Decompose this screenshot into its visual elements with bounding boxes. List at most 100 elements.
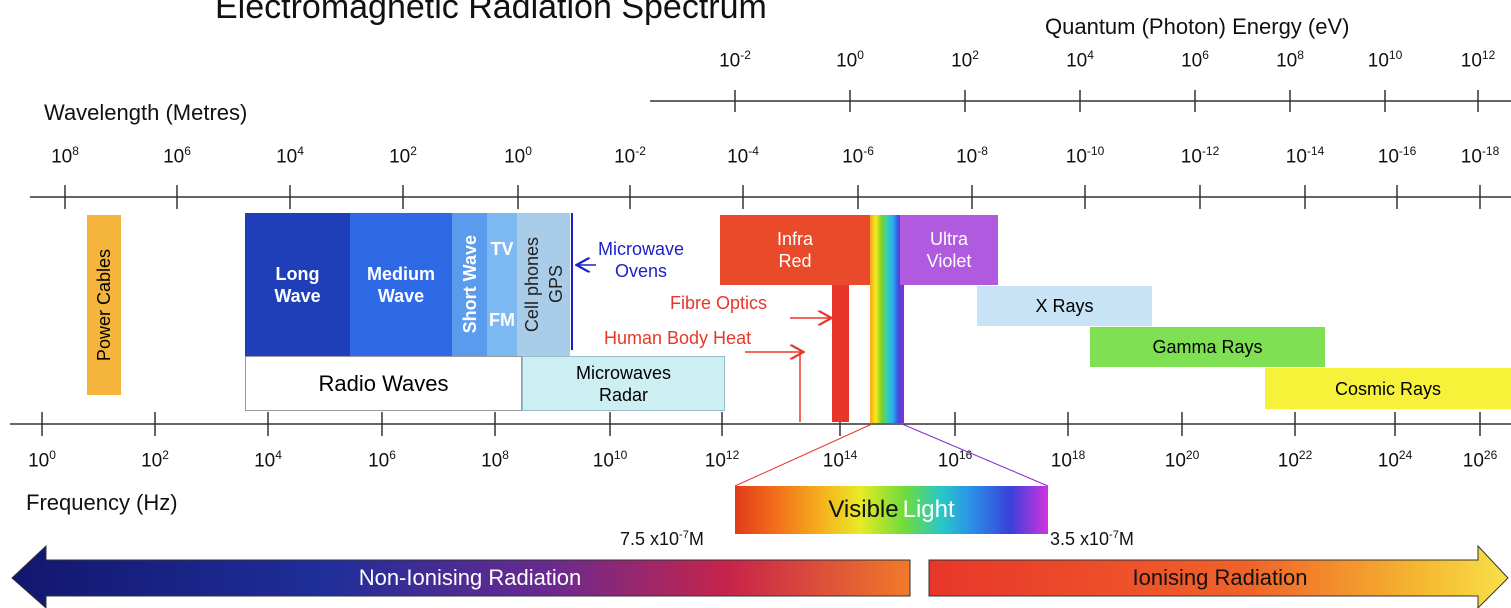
red-limit-exponent: -7	[679, 529, 689, 541]
frequency-tick-base: 10	[28, 450, 50, 472]
infra-red-band: Infra Red	[720, 215, 870, 285]
frequency-tick-exponent: 22	[1298, 448, 1313, 462]
frequency-tick-exponent: 20	[1185, 448, 1200, 462]
frequency-tick-base: 10	[1277, 450, 1299, 472]
cosmic-rays-label: Cosmic Rays	[1334, 378, 1441, 399]
energy-tick-exponent: 2	[972, 48, 979, 62]
diagram-title: Electromagnetic Radiation Spectrum	[215, 0, 767, 26]
frequency-tick-exponent: 14	[843, 448, 858, 462]
fibre-optics-label: Fibre Optics	[670, 293, 768, 313]
wavelength-tick-exponent: -14	[1306, 144, 1325, 158]
energy-tick-exponent: 4	[1087, 48, 1094, 62]
energy-tick-label: 108	[1276, 48, 1304, 72]
power-cables-band: Power Cables	[87, 215, 121, 395]
frequency-tick-label: 1014	[823, 448, 858, 472]
visible-light-spectrum: Visible Light	[735, 486, 1048, 534]
energy-tick-base: 10	[951, 50, 973, 72]
energy-tick-exponent: 10	[1388, 48, 1403, 62]
frequency-tick-label: 1024	[1378, 448, 1413, 472]
violet-limit-unit: M	[1118, 529, 1134, 549]
red-limit-unit: M	[688, 529, 704, 549]
energy-tick-base: 10	[1066, 50, 1088, 72]
energy-tick-base: 10	[719, 50, 741, 72]
wavelength-tick-exponent: -16	[1398, 144, 1417, 158]
ultra-violet-label: Ultra Violet	[926, 229, 972, 271]
frequency-tick-base: 10	[1377, 450, 1399, 472]
tv-fm-band: TV FM	[487, 213, 517, 356]
frequency-tick-label: 1018	[1051, 448, 1086, 472]
non-ionising-label: Non-Ionising Radiation	[358, 565, 582, 590]
wavelength-tick-label: 10-8	[956, 144, 988, 168]
wavelength-tick-base: 10	[504, 146, 526, 168]
wavelength-tick-base: 10	[276, 146, 298, 168]
wavelength-tick-label: 104	[276, 144, 304, 168]
wavelength-tick-base: 10	[956, 146, 978, 168]
frequency-tick-base: 10	[937, 450, 959, 472]
visible-light-strip	[870, 215, 904, 423]
energy-tick-exponent: 12	[1481, 48, 1496, 62]
wavelength-tick-marks	[64, 185, 1481, 209]
energy-tick-label: 106	[1181, 48, 1209, 72]
visible-light-label-b: Light	[902, 496, 955, 523]
frequency-tick-label: 1026	[1463, 448, 1498, 472]
ionising-label: Ionising Radiation	[1132, 565, 1308, 590]
ultra-violet-band: Ultra Violet	[900, 215, 998, 285]
wavelength-tick-label: 10-16	[1378, 144, 1416, 168]
frequency-tick-exponent: 2	[162, 448, 169, 462]
energy-tick-exponent: 6	[1202, 48, 1209, 62]
wavelength-tick-label: 10-18	[1461, 144, 1499, 168]
wavelength-tick-exponent: 4	[297, 144, 304, 158]
frequency-tick-base: 10	[481, 450, 503, 472]
frequency-tick-exponent: 12	[725, 448, 740, 462]
frequency-tick-base: 10	[254, 450, 276, 472]
gamma-rays-band: Gamma Rays	[1090, 327, 1325, 367]
frequency-tick-label: 104	[254, 448, 282, 472]
frequency-tick-exponent: 16	[958, 448, 973, 462]
wavelength-tick-base: 10	[163, 146, 185, 168]
wavelength-tick-label: 106	[163, 144, 191, 168]
radio-waves-label: Radio Waves	[318, 370, 449, 396]
energy-tick-marks	[734, 90, 1479, 112]
frequency-tick-base: 10	[1050, 450, 1072, 472]
wavelength-tick-exponent: -6	[863, 144, 874, 158]
energy-tick-label: 100	[836, 48, 864, 72]
wavelength-tick-label: 102	[389, 144, 417, 168]
short-wave-band: Short Wave	[452, 213, 487, 356]
frequency-tick-label: 1012	[705, 448, 740, 472]
wavelength-tick-base: 10	[51, 146, 73, 168]
wavelength-tick-label: 10-10	[1066, 144, 1104, 168]
frequency-tick-base: 10	[592, 450, 614, 472]
visible-light-label-a: Visible	[828, 496, 899, 523]
frequency-axis-title: Frequency (Hz)	[26, 490, 178, 515]
wavelength-tick-exponent: -4	[748, 144, 759, 158]
energy-tick-label: 1010	[1368, 48, 1403, 72]
human-body-heat-label: Human Body Heat	[604, 328, 752, 348]
frequency-tick-base: 10	[141, 450, 163, 472]
frequency-tick-label: 1020	[1165, 448, 1200, 472]
frequency-tick-base: 10	[1462, 450, 1484, 472]
energy-tick-exponent: 0	[857, 48, 864, 62]
wavelength-tick-exponent: 6	[184, 144, 191, 158]
wavelength-tick-label: 100	[504, 144, 532, 168]
visible-zoom-right	[901, 423, 1049, 487]
wavelength-tick-base: 10	[1065, 146, 1087, 168]
frequency-tick-exponent: 24	[1398, 448, 1413, 462]
cell-phones-gps-band: Cell phones GPS	[517, 213, 570, 356]
cosmic-rays-band: Cosmic Rays	[1265, 368, 1511, 409]
wavelength-axis-title: Wavelength (Metres)	[44, 100, 248, 125]
microwaves-radar-band: Microwaves Radar	[522, 356, 725, 411]
frequency-tick-exponent: 18	[1071, 448, 1086, 462]
fm-label: FM	[489, 310, 515, 331]
frequency-tick-exponent: 6	[389, 448, 396, 462]
frequency-tick-label: 1010	[593, 448, 628, 472]
frequency-tick-exponent: 26	[1483, 448, 1498, 462]
x-rays-band: X Rays	[977, 286, 1152, 326]
microwaves-radar-label: Microwaves Radar	[575, 362, 672, 405]
energy-tick-base: 10	[1460, 50, 1482, 72]
energy-tick-base: 10	[1367, 50, 1389, 72]
wavelength-tick-label: 10-6	[842, 144, 874, 168]
frequency-tick-exponent: 4	[275, 448, 282, 462]
frequency-tick-base: 10	[1164, 450, 1186, 472]
